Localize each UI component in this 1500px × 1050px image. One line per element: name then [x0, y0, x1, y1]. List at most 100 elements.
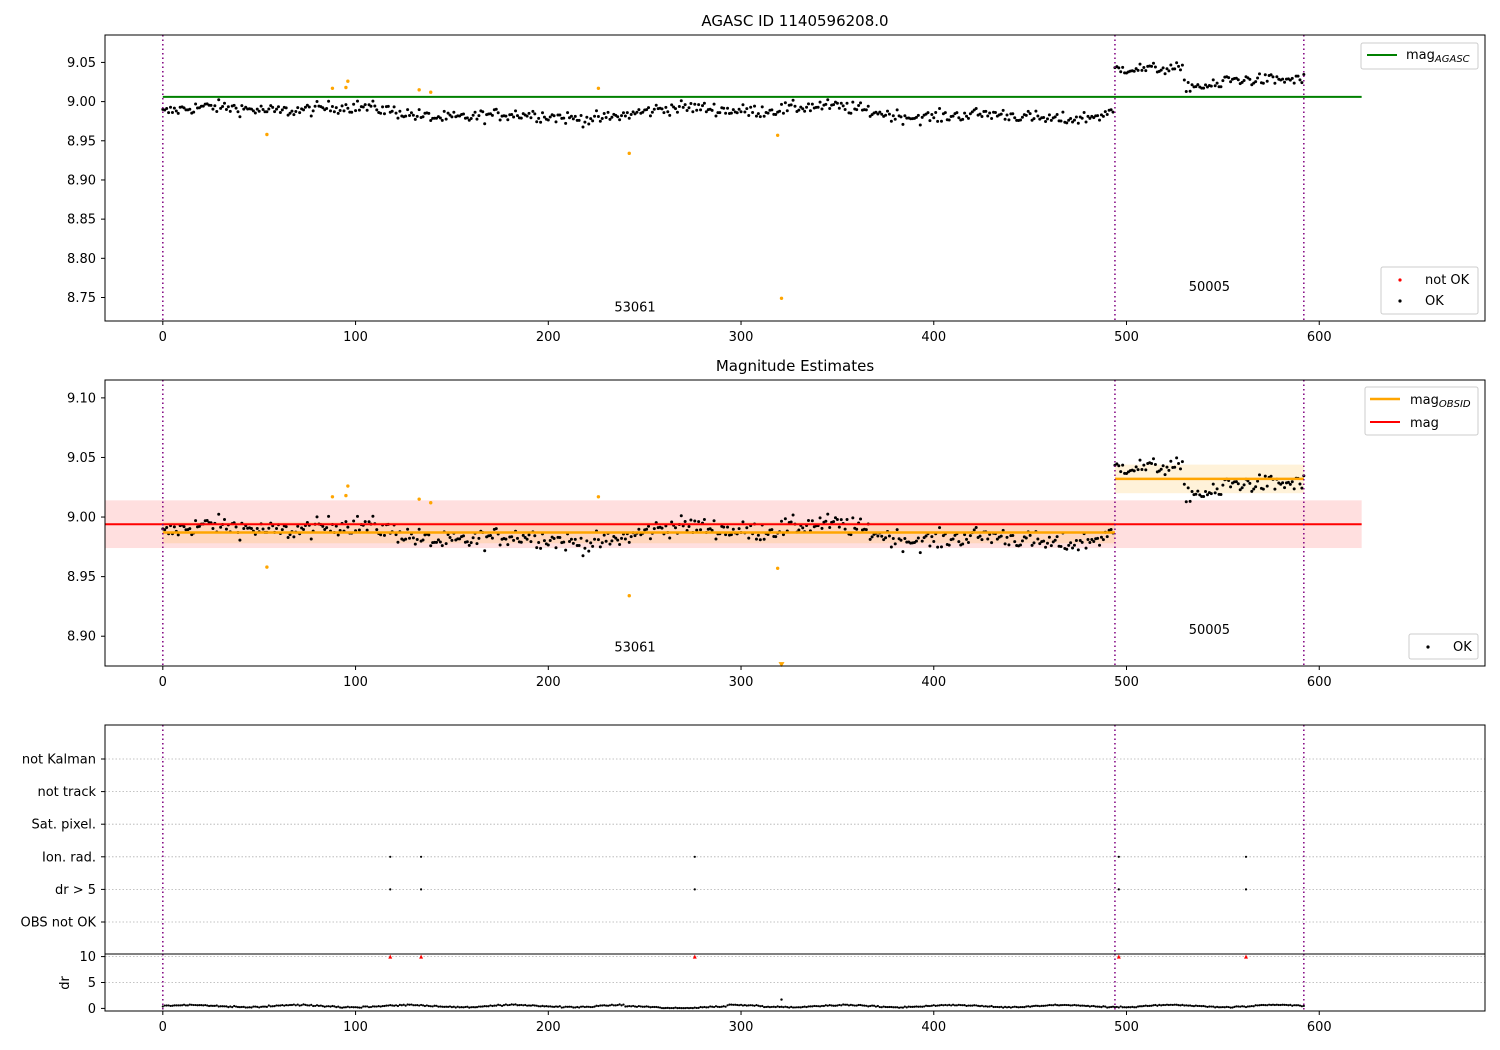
dr-point: [1283, 1003, 1286, 1006]
dr-point: [724, 1005, 727, 1008]
ok-point: [1019, 543, 1023, 547]
ok-point: [475, 117, 479, 121]
ok-point: [1020, 539, 1024, 543]
ok-point: [327, 514, 331, 518]
ok-point: [608, 542, 612, 546]
ok-point: [548, 538, 552, 542]
ok-point: [803, 109, 807, 113]
ok-point: [766, 111, 770, 115]
ok-point: [336, 533, 340, 537]
panel1-legend-bottom: not OK OK: [1380, 266, 1479, 315]
dr-point: [234, 1005, 238, 1008]
ok-point: [566, 111, 570, 115]
ok-point: [1013, 540, 1017, 544]
ok-point: [292, 535, 296, 539]
legend-marker-ok: [1398, 299, 1402, 303]
dr-point: [1295, 1004, 1298, 1007]
ok-point: [344, 103, 348, 107]
ok-point: [408, 114, 412, 118]
legend-label-not-ok: not OK: [1425, 273, 1470, 288]
ok-point: [182, 106, 186, 110]
dr-point: [431, 1005, 434, 1008]
ok-point: [968, 534, 972, 538]
ok-point: [801, 107, 805, 111]
dr-point: [797, 1006, 800, 1009]
panel4-x-tick-label: 600: [1307, 1020, 1332, 1035]
dr-point: [632, 1004, 635, 1008]
ok-point: [1061, 110, 1065, 114]
ok-point: [224, 108, 228, 112]
ok-point: [1292, 487, 1296, 491]
ok-point: [546, 543, 550, 547]
dr-point: [560, 1006, 563, 1009]
dr-point: [1227, 1005, 1230, 1009]
ok-point: [174, 109, 178, 113]
panel1-y-tick-label: 8.75: [67, 291, 96, 306]
ok-point: [810, 102, 814, 106]
ok-point: [756, 533, 760, 537]
ok-point: [685, 108, 689, 112]
ok-point: [483, 122, 487, 126]
legend-box: [1380, 266, 1479, 315]
ok-point: [621, 111, 625, 115]
flagged-point: [596, 495, 601, 499]
dr-point: [261, 1005, 265, 1008]
dr-point: [645, 1005, 648, 1008]
dr-point: [396, 1004, 400, 1008]
panel1-x-tick-label: 500: [1114, 330, 1139, 345]
panel1-x-tick-label: 200: [536, 330, 561, 345]
dr-point: [1302, 1004, 1305, 1008]
ok-point: [1101, 114, 1105, 118]
ok-point: [251, 109, 255, 113]
ok-point: [209, 103, 213, 107]
ok-point: [1138, 62, 1142, 66]
dr-point: [1187, 1004, 1190, 1007]
dr-point: [1090, 1004, 1093, 1008]
ok-point: [332, 110, 336, 114]
ok-point: [691, 110, 695, 114]
ok-point: [273, 110, 277, 114]
ok-point: [934, 111, 938, 115]
ok-point: [1150, 64, 1154, 68]
ok-point: [409, 111, 413, 115]
ok-point: [1067, 118, 1071, 122]
ok-point: [417, 527, 421, 531]
ok-point: [1204, 83, 1208, 87]
ok-point: [213, 104, 217, 108]
ok-point: [758, 115, 762, 119]
dr-point: [1029, 1005, 1032, 1008]
dr-point: [552, 1005, 556, 1008]
ok-point: [629, 112, 633, 116]
ok-point: [610, 115, 614, 119]
ok-point: [1065, 121, 1069, 125]
flagged-point: [265, 132, 269, 137]
flag-point: [419, 855, 423, 858]
ok-point: [1011, 533, 1015, 537]
dr-point: [1108, 1006, 1111, 1009]
ok-point: [569, 114, 573, 118]
ok-point: [562, 540, 566, 544]
ok-point: [1177, 64, 1181, 68]
dr-point: [182, 1003, 186, 1006]
dr-point: [728, 1003, 731, 1006]
dr-point: [1219, 1006, 1223, 1009]
dr-point: [1059, 1004, 1063, 1007]
dr-point: [470, 1006, 473, 1009]
ok-point: [496, 111, 500, 115]
flag-point: [1244, 888, 1248, 891]
panel2-legend-bottom: OK: [1408, 633, 1479, 660]
ok-point: [296, 524, 300, 528]
dr-point: [1273, 1003, 1277, 1007]
ok-point: [1298, 482, 1302, 486]
dr-point: [321, 1005, 324, 1008]
ok-point: [404, 537, 408, 541]
ok-point: [1178, 467, 1182, 471]
dr-point: [238, 1006, 242, 1009]
dr-point: [1169, 1003, 1172, 1006]
dr-point: [260, 1005, 263, 1008]
dr-point: [579, 1005, 583, 1008]
ok-point: [1215, 487, 1219, 491]
dr-point: [1133, 1006, 1136, 1009]
ok-point: [859, 517, 863, 521]
dr-point: [865, 1004, 868, 1007]
